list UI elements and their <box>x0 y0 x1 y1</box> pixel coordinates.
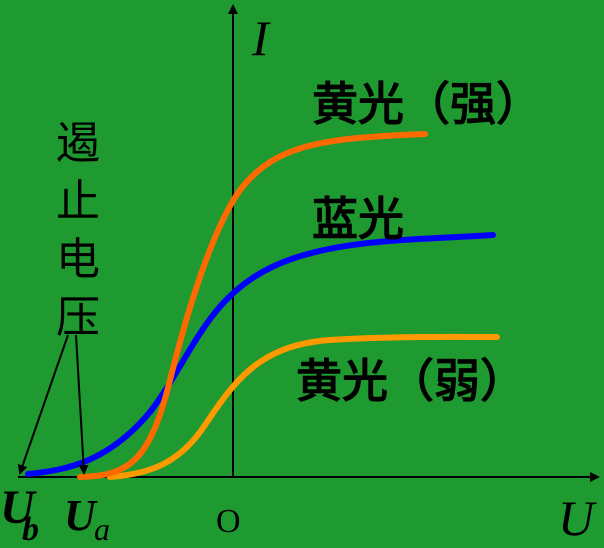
annotation-arrow-ub <box>17 334 69 475</box>
curve-blue <box>25 232 496 477</box>
ub-sub: b <box>22 511 39 548</box>
ub-label: U b <box>0 481 39 548</box>
annotation-char-1: 遏 <box>56 118 100 169</box>
y-axis-label: I <box>251 10 271 66</box>
ua-label: U a <box>64 491 110 547</box>
curve-yellow-strong <box>77 131 428 480</box>
x-axis-label: U <box>558 490 597 546</box>
label-yellow-weak: 黄光（弱） <box>296 354 526 408</box>
ua-main: U <box>64 491 98 540</box>
annotation-char-3: 电 <box>56 234 100 285</box>
label-blue: 蓝光 <box>312 192 404 246</box>
curve-yellow-weak <box>107 333 500 480</box>
annotation-char-4: 压 <box>56 292 100 343</box>
ub-main: U <box>0 481 37 534</box>
ua-sub: a <box>94 511 110 547</box>
stopping-voltage-annotation: 遏 止 电 压 <box>17 118 100 475</box>
annotation-char-2: 止 <box>56 176 100 227</box>
label-yellow-strong: 黄光（强） <box>312 77 542 131</box>
annotation-arrow-ua <box>75 334 89 475</box>
origin-label: O <box>216 503 241 540</box>
